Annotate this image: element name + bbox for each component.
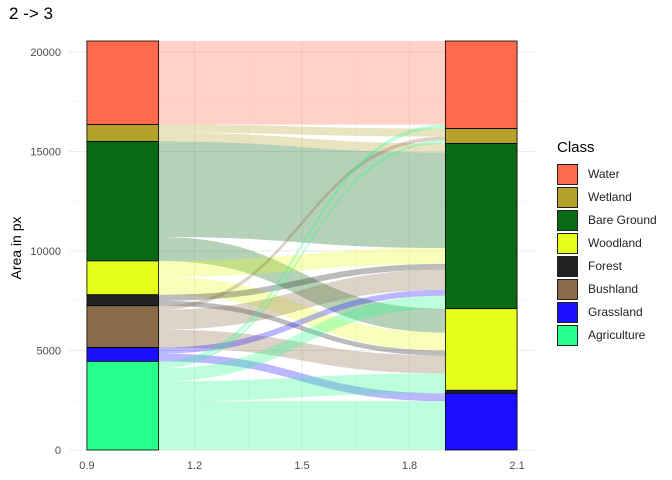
flow-grassland: [158, 353, 446, 402]
stratum-left-woodland: [86, 260, 160, 296]
legend-item: Forest: [557, 255, 622, 277]
flow-agriculture: [158, 401, 446, 450]
y-tick-label: 15000: [30, 146, 61, 158]
flow-wetland: [158, 124, 446, 137]
x-tick-label: 1.8: [402, 460, 417, 472]
flow-agriculture: [158, 295, 446, 382]
stratum-left-grassland: [86, 347, 160, 362]
x-tick-label: 1.2: [187, 460, 202, 472]
legend-item: Agriculture: [557, 324, 645, 346]
flow-woodland: [158, 247, 446, 277]
flow-woodland: [158, 276, 446, 351]
flow-grassland: [158, 289, 446, 354]
legend-item: Woodland: [557, 232, 642, 254]
stratum-left-agriculture: [86, 361, 160, 451]
x-tick-label: 0.9: [79, 460, 94, 472]
flow-bushland: [158, 136, 446, 310]
stratum-left-forest: [86, 294, 160, 307]
flow-forest: [158, 300, 446, 356]
legend-label: Forest: [588, 259, 623, 273]
legend-item: Grassland: [557, 301, 643, 323]
flow-agriculture: [158, 390, 446, 402]
flow-wetland: [158, 132, 446, 153]
legend-key: [557, 232, 578, 254]
legend-key: [557, 209, 578, 231]
flow-agriculture: [158, 124, 446, 366]
stratum-left-water: [86, 40, 160, 125]
flow-bare-ground: [158, 141, 446, 248]
y-tick-label: 10000: [30, 246, 61, 258]
legend-label: Wetland: [588, 190, 632, 204]
legend-key: [557, 324, 578, 346]
legend-key: [557, 255, 578, 277]
flow-agriculture: [158, 140, 446, 369]
stratum-right-forest: [444, 389, 518, 394]
legend-label: Bushland: [588, 282, 639, 296]
legend-label: Woodland: [588, 236, 642, 250]
legend-label: Agriculture: [588, 328, 646, 342]
stratum-left-wetland: [86, 124, 160, 142]
flow-bushland: [158, 329, 446, 374]
stratum-left-bushland: [86, 305, 160, 348]
legend-title: Class: [557, 139, 595, 156]
flow-forest: [158, 263, 446, 301]
y-axis-label: Area in px: [8, 216, 24, 280]
legend-key: [557, 186, 578, 208]
legend-label: Water: [588, 167, 620, 181]
y-tick-label: 0: [55, 445, 61, 457]
flows: [158, 41, 446, 450]
legend-key: [557, 301, 578, 323]
axis-ticks: 0 5000 10000 15000 20000 0.9 1.2 1.5 1.8 2.1: [30, 47, 524, 472]
stratum-right-bare-ground: [444, 143, 518, 310]
legend-item: Bare Ground: [557, 209, 657, 231]
legend-label: Grassland: [588, 305, 643, 319]
flow-water: [158, 41, 446, 125]
stratum-right-water: [444, 40, 518, 129]
legend-item: Bushland: [557, 278, 638, 300]
stratum-right-woodland: [444, 308, 518, 391]
stratum-right-wetland: [444, 128, 518, 144]
legend-item: Water: [557, 163, 620, 185]
x-tick-label: 1.5: [294, 460, 309, 472]
stratum-right-grassland: [444, 392, 518, 451]
y-tick-label: 20000: [30, 47, 61, 59]
stratum-left-bare-ground: [86, 141, 160, 262]
strata: [86, 40, 518, 451]
flow-agriculture: [158, 373, 446, 399]
flow-bushland: [158, 269, 446, 330]
flow-bare-ground: [158, 237, 446, 333]
y-tick-label: 5000: [37, 345, 61, 357]
legend-item: Wetland: [557, 186, 632, 208]
legend-label: Bare Ground: [588, 213, 657, 227]
chart-title: 2 -> 3: [9, 4, 53, 23]
legend-key: [557, 278, 578, 300]
x-tick-label: 2.1: [509, 460, 524, 472]
legend-key: [557, 163, 578, 185]
